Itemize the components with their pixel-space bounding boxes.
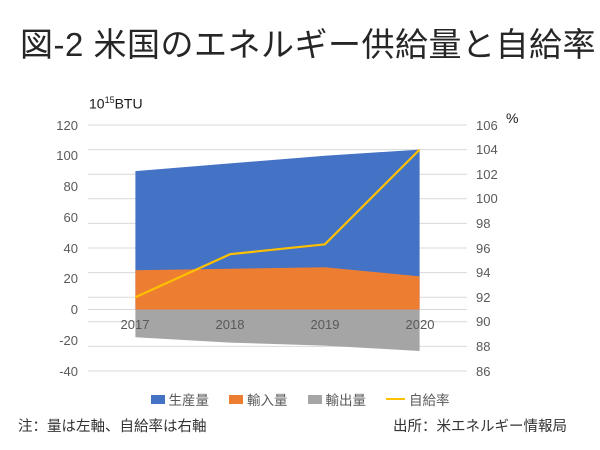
area-series-輸入量 xyxy=(135,267,420,310)
category-label-2020: 2020 xyxy=(405,317,435,332)
legend-color-swatch xyxy=(307,394,322,404)
left-axis-tick-20: 20 xyxy=(63,271,78,286)
category-label-2018: 2018 xyxy=(215,317,245,332)
right-axis-tick-90: 90 xyxy=(476,314,491,329)
legend-label: 輸入量 xyxy=(247,393,288,408)
right-axis-tick-86: 86 xyxy=(476,364,491,379)
right-axis-tick-92: 92 xyxy=(476,290,491,305)
category-label-2019: 2019 xyxy=(310,317,340,332)
area-series-輸出量 xyxy=(135,309,420,351)
left-axis-tick-40: 40 xyxy=(63,241,78,256)
left-axis-tick-0: 0 xyxy=(70,302,78,317)
legend-label: 輸出量 xyxy=(325,393,367,408)
legend-line-swatch xyxy=(386,397,405,401)
left-axis-tick-100: 100 xyxy=(56,148,78,163)
right-axis-unit-label: % xyxy=(506,110,519,126)
right-axis-tick-106: 106 xyxy=(476,118,498,133)
legend-label: 自給率 xyxy=(409,393,450,408)
right-axis-tick-102: 102 xyxy=(476,167,498,182)
left-axis-tick--20: -20 xyxy=(59,333,78,348)
right-axis-tick-94: 94 xyxy=(476,265,491,280)
chart-legend: 生産量 輸入量 輸出量 自給率 xyxy=(0,389,600,409)
category-label-2017: 2017 xyxy=(120,317,150,332)
legend-color-swatch xyxy=(229,394,243,404)
legend-label: 生産量 xyxy=(168,393,210,408)
line-series-自給率 xyxy=(134,148,421,299)
legend-color-swatch xyxy=(150,394,165,404)
right-axis-tick-88: 88 xyxy=(476,339,491,354)
legend-item-生産量: 生産量 xyxy=(150,389,210,409)
left-axis-unit-label: 1015BTU xyxy=(89,95,143,112)
right-axis-tick-96: 96 xyxy=(476,241,491,256)
footnote-source: 出所：米エネルギー情報局 xyxy=(393,419,567,435)
left-axis-tick-60: 60 xyxy=(63,210,78,225)
right-axis-tick-98: 98 xyxy=(476,216,491,231)
right-axis-tick-104: 104 xyxy=(476,142,498,157)
legend-item-自給率: 自給率 xyxy=(386,389,450,409)
left-axis-tick-80: 80 xyxy=(63,179,78,194)
left-axis-tick-120: 120 xyxy=(56,118,78,133)
footnote-axes: 注：量は左軸、自給率は右軸 xyxy=(18,419,207,435)
chart-title: 図-2 米国のエネルギー供給量と自給率 xyxy=(20,26,597,63)
legend-item-輸入量: 輸入量 xyxy=(229,389,288,409)
legend-item-輸出量: 輸出量 xyxy=(307,389,367,409)
left-axis-tick--40: -40 xyxy=(59,364,78,379)
right-axis-tick-100: 100 xyxy=(476,191,498,206)
